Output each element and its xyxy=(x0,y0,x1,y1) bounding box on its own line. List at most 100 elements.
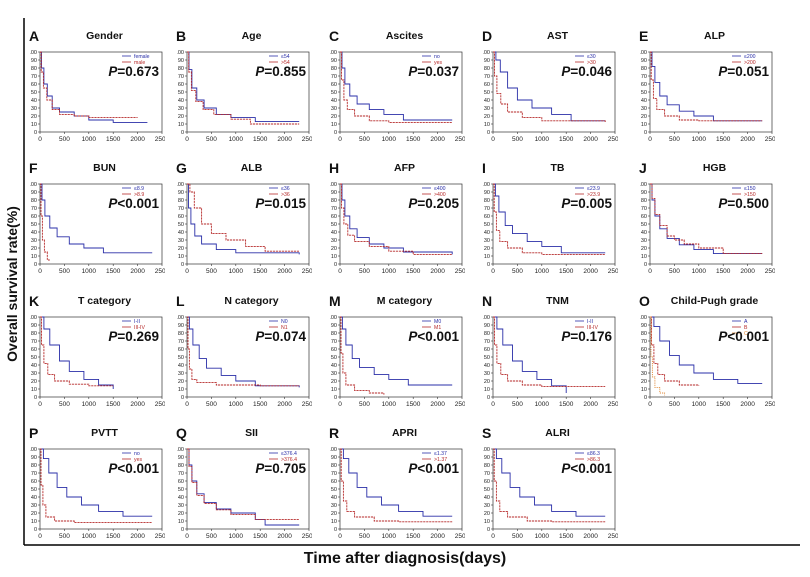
x-tick-label: 2500 xyxy=(608,268,618,275)
survival-curve-1 xyxy=(187,51,300,123)
x-tick-label: 2000 xyxy=(277,533,292,540)
legend-label: ≤36 xyxy=(281,186,290,192)
y-tick-label: 70 xyxy=(484,339,490,345)
y-tick-label: 40 xyxy=(178,495,184,501)
y-tick-label: 100 xyxy=(330,447,337,453)
survival-curve-1 xyxy=(340,448,453,517)
legend-label: ≤200 xyxy=(744,54,756,60)
km-plot: 0102030405060708090100050010001500200025… xyxy=(30,50,165,143)
y-tick-label: 80 xyxy=(31,331,37,337)
x-tick-label: 1500 xyxy=(406,401,421,408)
y-tick-label: 50 xyxy=(484,487,490,493)
x-tick-label: 500 xyxy=(59,533,70,540)
x-tick-label: 2500 xyxy=(765,401,775,408)
y-tick-label: 30 xyxy=(31,371,37,377)
y-tick-label: 100 xyxy=(640,50,647,56)
legend-label: yes xyxy=(134,457,142,463)
y-tick-label: 80 xyxy=(484,198,490,204)
survival-curve-2 xyxy=(40,183,50,261)
survival-curve-1 xyxy=(493,448,606,517)
y-tick-label: 80 xyxy=(484,66,490,72)
panel-letter: B xyxy=(176,28,187,44)
p-value: P<0.001 xyxy=(108,196,159,211)
x-tick-label: 1500 xyxy=(253,268,268,275)
y-tick-label: 80 xyxy=(484,331,490,337)
y-tick-label: 40 xyxy=(484,230,490,236)
km-panel-h: HAFP010203040506070809010005001000150020… xyxy=(329,160,465,278)
panel-letter: E xyxy=(639,28,649,44)
panel-title: N category xyxy=(224,295,279,307)
y-tick-label: 20 xyxy=(178,114,184,120)
y-tick-label: 40 xyxy=(178,98,184,104)
y-tick-label: 100 xyxy=(177,315,184,321)
y-tick-label: 60 xyxy=(641,347,647,353)
y-tick-label: 60 xyxy=(331,82,337,88)
survival-curve-1 xyxy=(187,316,300,388)
x-tick-label: 2500 xyxy=(608,533,618,540)
y-tick-label: 90 xyxy=(178,323,184,329)
km-plot: 0102030405060708090100050010001500200025… xyxy=(330,50,465,143)
survival-curve-2 xyxy=(187,183,300,252)
km-panel-p: PPVTT01020304050607080901000500100015002… xyxy=(29,425,165,543)
y-tick-label: 40 xyxy=(31,230,37,236)
y-tick-label: 30 xyxy=(31,238,37,244)
panel-letter: I xyxy=(482,160,486,176)
km-plot: 0102030405060708090100050010001500200025… xyxy=(640,315,775,408)
survival-curve-2 xyxy=(340,448,453,523)
y-tick-label: 30 xyxy=(331,106,337,112)
km-plot: 0102030405060708090100050010001500200025… xyxy=(30,182,165,275)
y-tick-label: 100 xyxy=(483,182,490,188)
y-tick-label: 30 xyxy=(178,503,184,509)
x-tick-label: 0 xyxy=(648,401,652,408)
x-tick-label: 2500 xyxy=(155,136,165,143)
p-value: P=0.074 xyxy=(255,329,306,344)
survival-curve-2 xyxy=(187,316,300,387)
y-tick-label: 100 xyxy=(30,50,37,56)
y-tick-label: 30 xyxy=(178,371,184,377)
y-tick-label: 0 xyxy=(644,262,647,268)
y-tick-label: 70 xyxy=(178,339,184,345)
x-tick-label: 0 xyxy=(185,401,189,408)
y-tick-label: 20 xyxy=(178,246,184,252)
x-tick-label: 1000 xyxy=(692,268,707,275)
y-tick-label: 80 xyxy=(178,66,184,72)
x-tick-label: 1000 xyxy=(82,533,97,540)
x-tick-label: 2000 xyxy=(740,268,755,275)
y-tick-label: 0 xyxy=(487,527,490,533)
survival-curve-3 xyxy=(650,316,666,396)
x-tick-label: 1000 xyxy=(382,533,397,540)
survival-curve-2 xyxy=(40,51,138,119)
y-tick-label: 0 xyxy=(34,527,37,533)
x-tick-label: 2500 xyxy=(155,401,165,408)
x-tick-label: 1000 xyxy=(82,136,97,143)
y-tick-label: 90 xyxy=(178,190,184,196)
km-plot: 0102030405060708090100050010001500200025… xyxy=(330,182,465,275)
panel-letter: P xyxy=(29,425,39,441)
x-tick-label: 1000 xyxy=(229,533,244,540)
y-tick-label: 60 xyxy=(484,479,490,485)
x-tick-label: 2000 xyxy=(740,136,755,143)
y-tick-label: 60 xyxy=(484,214,490,220)
panel-letter: R xyxy=(329,425,340,441)
y-tick-label: 40 xyxy=(31,98,37,104)
y-tick-label: 10 xyxy=(31,387,37,393)
panel-letter: D xyxy=(482,28,493,44)
km-plot: 0102030405060708090100050010001500200025… xyxy=(30,315,165,408)
p-value: P=0.015 xyxy=(255,196,306,211)
legend-label: >8.9 xyxy=(134,192,144,198)
x-tick-label: 500 xyxy=(359,533,370,540)
legend-label: ≤30 xyxy=(587,54,596,60)
km-panel-r: RAPRI01020304050607080901000500100015002… xyxy=(329,425,465,543)
legend-label: >1.37 xyxy=(434,457,447,463)
y-tick-label: 70 xyxy=(641,74,647,80)
y-tick-label: 70 xyxy=(331,339,337,345)
x-tick-label: 2500 xyxy=(455,533,465,540)
x-tick-label: 2000 xyxy=(277,401,292,408)
x-tick-label: 500 xyxy=(669,401,680,408)
panel-title: Gender xyxy=(86,30,123,42)
legend-label: III-IV xyxy=(134,325,145,331)
x-tick-label: 1500 xyxy=(406,533,421,540)
y-tick-label: 50 xyxy=(331,355,337,361)
y-tick-label: 80 xyxy=(178,331,184,337)
y-tick-label: 30 xyxy=(641,106,647,112)
